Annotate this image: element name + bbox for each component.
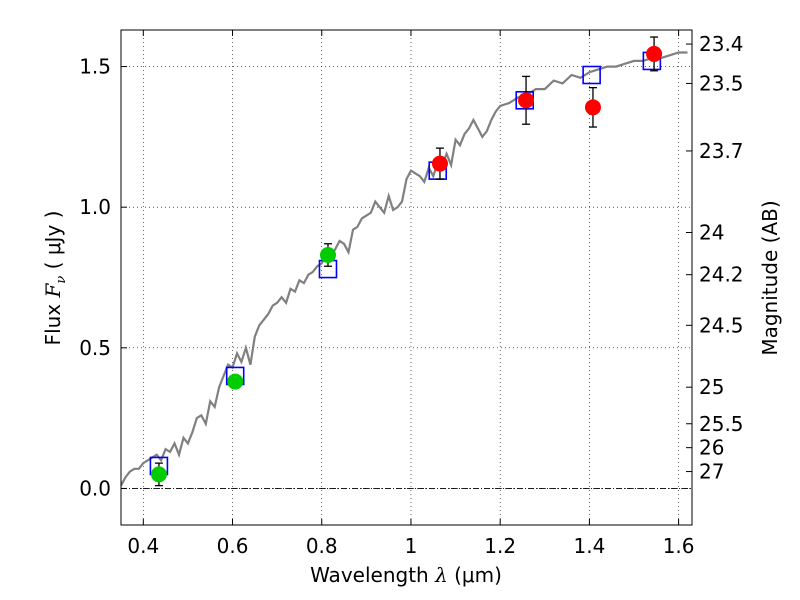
x-tick-label: 1.2 bbox=[484, 534, 516, 558]
observed-point bbox=[227, 373, 244, 390]
y-tick-label: 1.5 bbox=[79, 55, 111, 79]
right-tick-label: 23.7 bbox=[699, 139, 744, 163]
right-tick-label: 26 bbox=[699, 436, 724, 460]
right-tick-label: 27 bbox=[699, 460, 724, 484]
tick-labels: 0.4 0.6 0.8 1 1.2 1.4 1.6 0.0 0.5 1.0 1.5 23.4 23.5 2… bbox=[79, 32, 743, 558]
observed-point bbox=[319, 247, 336, 263]
observed-point bbox=[584, 99, 601, 116]
x-tick-label: 0.4 bbox=[127, 534, 159, 558]
y-axis-unit: ( μJy ) bbox=[41, 211, 65, 270]
y-axis-label: Flux Fν ( μJy ) bbox=[41, 211, 69, 346]
right-tick-label: 24.5 bbox=[699, 313, 744, 337]
x-axis-label: Wavelength λ (μm) bbox=[310, 563, 502, 587]
right-tick-label: 24 bbox=[699, 221, 724, 245]
observed-point bbox=[431, 155, 448, 172]
observed-point bbox=[150, 466, 167, 483]
model-spectrum-line bbox=[121, 51, 688, 487]
x-axis-unit: (μm) bbox=[454, 563, 502, 587]
y-tick-label: 0.5 bbox=[79, 336, 111, 360]
y-axis-symbol: F bbox=[41, 283, 65, 299]
right-tick-label: 25 bbox=[699, 375, 724, 399]
observed-points bbox=[150, 45, 663, 483]
x-tick-label: 0.6 bbox=[217, 534, 249, 558]
observed-point bbox=[518, 92, 535, 109]
model-photometry-box bbox=[582, 65, 601, 85]
right-axis-label: Magnitude (AB) bbox=[758, 200, 782, 355]
y-tick-label: 0.0 bbox=[79, 476, 111, 500]
right-tick-label: 23.5 bbox=[699, 71, 744, 95]
plot-background bbox=[121, 30, 692, 525]
y-tick-label: 1.0 bbox=[79, 195, 111, 219]
x-tick-label: 1 bbox=[405, 534, 418, 558]
observed-point bbox=[646, 45, 663, 62]
x-tick-label: 1.6 bbox=[663, 534, 695, 558]
y-axis-subscript: ν bbox=[54, 276, 69, 284]
plot-frame bbox=[120, 29, 693, 526]
axis-ticks bbox=[121, 30, 692, 525]
right-tick-label: 24.2 bbox=[699, 263, 744, 287]
grid bbox=[121, 30, 692, 525]
right-tick-label: 25.5 bbox=[699, 412, 744, 436]
x-axis-symbol: λ bbox=[434, 563, 448, 587]
x-tick-label: 1.4 bbox=[573, 534, 605, 558]
x-tick-label: 0.8 bbox=[306, 534, 338, 558]
right-tick-label: 23.4 bbox=[699, 32, 744, 56]
